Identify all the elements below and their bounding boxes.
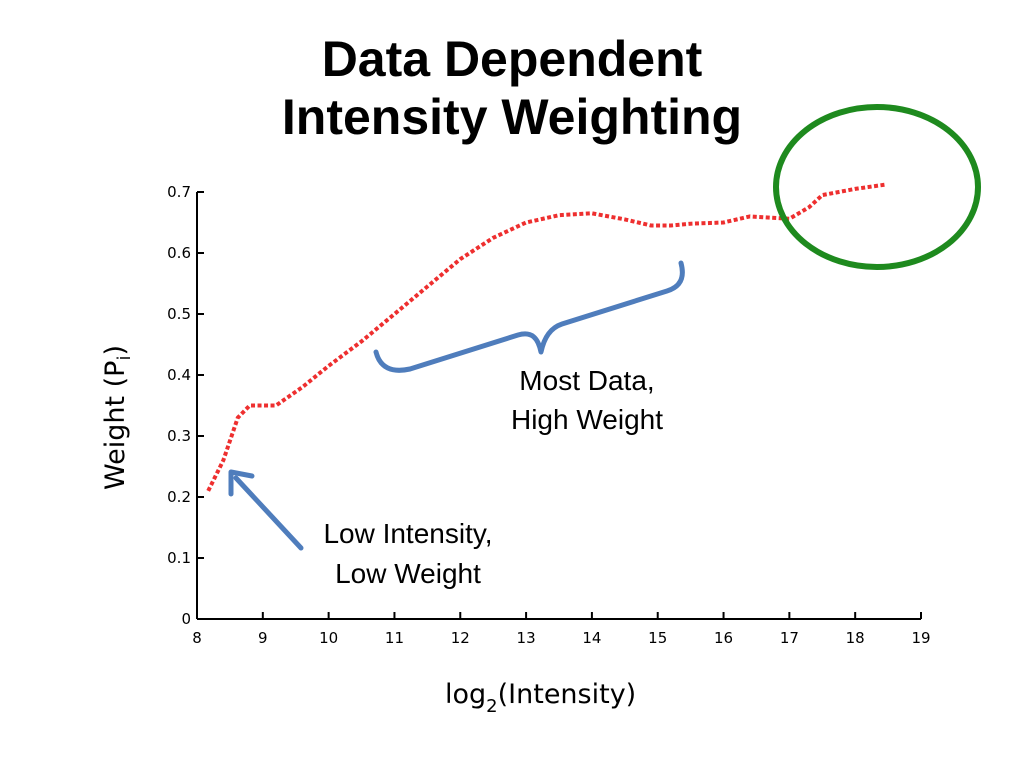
x-tick-label: 16 xyxy=(714,629,733,647)
curly-brace-icon xyxy=(373,260,685,373)
title-line-1: Data Dependent xyxy=(321,31,703,87)
x-tick-label: 17 xyxy=(780,629,799,647)
slide-title: Data Dependent Intensity Weighting xyxy=(0,30,1024,146)
y-tick-label: 0.2 xyxy=(167,488,191,506)
x-tick-label: 15 xyxy=(648,629,667,647)
arrow-head-icon xyxy=(228,469,255,497)
y-tick-label: 0.3 xyxy=(167,427,191,445)
axes xyxy=(196,192,921,620)
x-tick-label: 10 xyxy=(319,629,338,647)
x-tick-label: 18 xyxy=(846,629,865,647)
x-tick-label: 19 xyxy=(911,629,930,647)
y-tick-label: 0.1 xyxy=(167,549,191,567)
y-tick-label: 0.5 xyxy=(167,305,191,323)
series-line-0 xyxy=(206,182,886,492)
series xyxy=(206,182,886,492)
x-tick-label: 13 xyxy=(517,629,536,647)
x-tick-label: 11 xyxy=(385,629,404,647)
y-tick-label: 0 xyxy=(181,610,191,628)
x-tick-label: 9 xyxy=(258,629,268,647)
y-tick-label: 0.6 xyxy=(167,244,191,262)
y-tick-label: 0.4 xyxy=(167,366,191,384)
highlight-circle xyxy=(773,104,981,270)
y-axis-label: Weight (Pi) xyxy=(100,345,135,490)
arrow-shaft xyxy=(233,475,304,551)
y-tick-label: 0.7 xyxy=(167,183,191,201)
ticks: 8 9 10 11 12 13 14 15 16 17 18 19 0 0.1 0.2 0.3 0.4 0.5 0.… xyxy=(167,183,930,647)
annotation-high-line2: High Weight xyxy=(511,404,663,435)
annotation-high-line1: Most Data, xyxy=(519,365,654,396)
x-tick-label: 12 xyxy=(451,629,470,647)
title-line-2: Intensity Weighting xyxy=(281,89,743,145)
x-tick-label: 8 xyxy=(192,629,202,647)
x-axis-label: log2(Intensity) xyxy=(445,679,636,717)
annotation-low-line1: Low Intensity, xyxy=(323,518,492,549)
annotation-low-line2: Low Weight xyxy=(335,558,481,589)
x-tick-label: 14 xyxy=(582,629,601,647)
